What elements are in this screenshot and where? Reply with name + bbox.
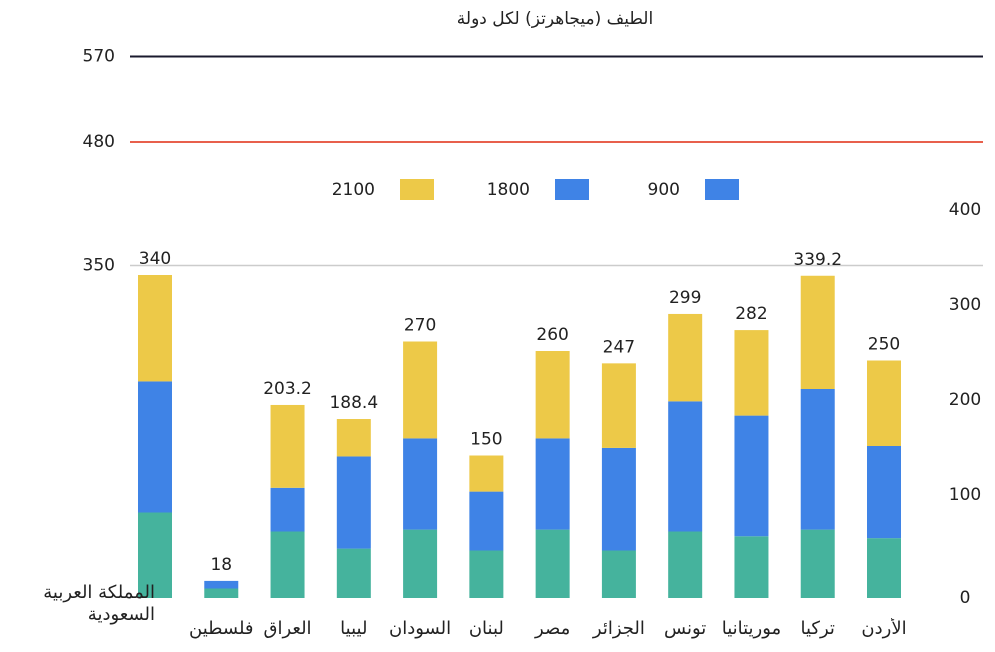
x-tick-label-box: العراق: [263, 618, 312, 639]
value-label: 250: [868, 335, 900, 355]
legend-swatch: [555, 179, 589, 200]
bar-segment: [601, 447, 636, 551]
bar-segment: [601, 363, 636, 448]
bar-segment: [336, 456, 371, 549]
bar-segment: [535, 438, 570, 530]
bar-segment: [867, 538, 901, 598]
x-tick-label: تونس: [664, 618, 707, 639]
bar-segment: [204, 580, 239, 589]
bar-segment: [204, 588, 239, 598]
bar-segment: [469, 550, 504, 598]
bar-segment: [138, 381, 172, 513]
x-tick-label-box: السودان: [389, 618, 452, 639]
value-label: 339.2: [793, 250, 842, 270]
value-label: 247: [603, 337, 635, 357]
bar-segment: [734, 536, 769, 598]
x-tick-label: مصر: [535, 618, 571, 639]
value-label: 150: [470, 430, 502, 450]
y-tick-label: 400: [949, 200, 981, 220]
x-tick-label-box: الجزائر: [592, 618, 645, 639]
y-tick-label: 200: [949, 390, 981, 410]
x-tick-label: السودان: [389, 618, 452, 639]
bar-segment: [469, 455, 504, 492]
value-label: 270: [404, 316, 436, 336]
x-tick-label: فلسطين: [189, 618, 254, 639]
bar-segment: [270, 531, 305, 598]
bar-segment: [668, 313, 703, 402]
x-tick-label-box: المملكة العربية السعودية: [43, 582, 155, 625]
y-tick-label: 300: [949, 295, 981, 315]
reference-label: 570: [83, 47, 115, 67]
bar-segment: [867, 360, 901, 446]
value-label: 299: [669, 288, 701, 308]
value-label: 18: [210, 555, 232, 575]
bar-segment: [734, 330, 769, 416]
x-tick-label: ليبيا: [340, 618, 368, 639]
legend-swatch: [705, 179, 739, 200]
x-tick-label-box: ليبيا: [340, 618, 368, 639]
bar-segment: [336, 548, 371, 598]
x-tick-label-box: تركيا: [800, 618, 835, 639]
legend-label: 2100: [332, 180, 375, 200]
bar-segment: [668, 401, 703, 532]
bar-segment: [800, 389, 835, 530]
x-tick-label-box: لبنان: [468, 618, 504, 639]
bar-segment: [403, 438, 438, 530]
x-tick-label-box: تونس: [664, 618, 707, 639]
bar-segment: [668, 531, 703, 598]
bar-segment: [601, 550, 636, 598]
bar-segment: [270, 487, 305, 532]
value-label: 203.2: [263, 379, 312, 399]
bar-segment: [800, 275, 835, 389]
x-tick-label: الجزائر: [592, 618, 645, 639]
reference-label: 350: [83, 256, 115, 276]
bar-segment: [336, 419, 371, 457]
bar-segment: [535, 351, 570, 439]
bar-segment: [403, 341, 438, 439]
legend-label: 1800: [487, 180, 530, 200]
value-label: 340: [139, 249, 171, 269]
bar-segment: [138, 275, 172, 382]
x-tick-label: الأردن: [861, 618, 907, 639]
bar-segment: [469, 491, 504, 551]
bar-segment: [734, 415, 769, 537]
x-tick-label: المملكة العربية السعودية: [43, 582, 155, 625]
bar-segment: [535, 529, 570, 598]
x-tick-label-box: الأردن: [861, 618, 907, 639]
bar-segment: [138, 512, 172, 598]
y-tick-label: 0: [960, 588, 971, 608]
legend-swatch: [400, 179, 434, 200]
x-tick-label-box: فلسطين: [189, 618, 254, 639]
legend-label: 900: [648, 180, 680, 200]
x-tick-label: لبنان: [468, 618, 504, 639]
bar-segment: [867, 446, 901, 539]
reference-label: 480: [83, 132, 115, 152]
bar-segment: [403, 529, 438, 598]
x-tick-label-box: مصر: [535, 618, 571, 639]
x-tick-label-box: موريتانيا: [721, 618, 782, 639]
y-tick-label: 100: [949, 485, 981, 505]
chart-title: الطيف (ميجاهرتز) لكل دولة: [457, 9, 653, 29]
value-label: 188.4: [329, 393, 378, 413]
value-label: 260: [536, 325, 568, 345]
bar-segment: [800, 529, 835, 598]
value-label: 282: [735, 304, 767, 324]
x-tick-label: تركيا: [800, 618, 835, 639]
bar-segment: [270, 404, 305, 488]
x-tick-label: العراق: [263, 618, 312, 639]
x-tick-label: موريتانيا: [721, 618, 782, 639]
